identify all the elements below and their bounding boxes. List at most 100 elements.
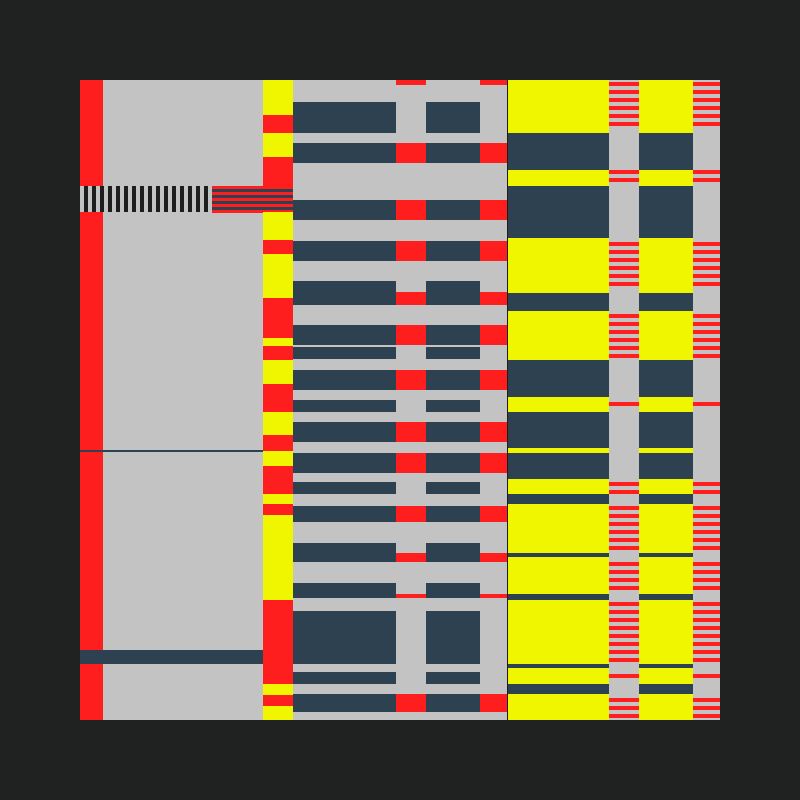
dark-bar	[426, 694, 480, 712]
red-stripe	[609, 114, 639, 118]
dark-bar	[293, 611, 396, 664]
red-patch	[396, 694, 426, 712]
red-stripe	[693, 698, 720, 702]
red-patch	[480, 292, 507, 305]
dark-bar	[426, 200, 480, 220]
red-patch	[396, 241, 426, 261]
red-stripe	[693, 274, 720, 278]
dark-bar	[426, 453, 480, 473]
red-stripe	[609, 698, 639, 702]
red-stripe	[609, 546, 639, 550]
dark-bar	[293, 506, 396, 522]
red-stripe	[609, 618, 639, 622]
dark-bar	[293, 200, 396, 220]
red-stripe	[693, 642, 720, 646]
red-stripe	[693, 570, 720, 574]
column-cell	[263, 515, 293, 600]
red-stripe	[693, 322, 720, 326]
red-stripe	[609, 266, 639, 270]
red-patch	[396, 370, 426, 390]
red-stripe	[609, 282, 639, 286]
dark-bar	[293, 347, 396, 359]
dark-bar	[426, 400, 480, 412]
dark-bar	[426, 143, 480, 163]
red-stripe	[693, 490, 720, 494]
column-cell	[263, 80, 293, 115]
stripe	[100, 186, 104, 212]
column-cell	[263, 157, 293, 186]
column-cell	[263, 360, 293, 384]
red-stripe	[693, 538, 720, 542]
red-patch	[396, 143, 426, 163]
red-stripe	[693, 506, 720, 510]
dark-bar	[293, 281, 396, 305]
stripe	[84, 186, 88, 212]
dark-bar	[426, 611, 480, 664]
dark-bar	[426, 506, 480, 522]
red-stripe	[609, 90, 639, 94]
stripe	[156, 186, 160, 212]
column-cell	[263, 133, 293, 157]
red-stripe	[693, 330, 720, 334]
red-stripe	[609, 626, 639, 630]
red-stripe	[609, 322, 639, 326]
stripe	[132, 186, 136, 212]
red-stripe	[609, 570, 639, 574]
column-cell	[263, 494, 293, 504]
red-stripe	[693, 714, 720, 718]
column-cell	[263, 212, 293, 240]
red-patch	[396, 325, 426, 345]
red-stripe	[693, 482, 720, 486]
red-stripe	[693, 514, 720, 518]
dark-bar	[293, 482, 396, 494]
red-stripe	[609, 250, 639, 254]
red-stripe	[609, 258, 639, 262]
dark-bar	[293, 694, 396, 712]
red-stripe	[693, 178, 720, 182]
red-stripe	[693, 522, 720, 526]
dark-bar	[426, 482, 480, 494]
red-stripe	[693, 90, 720, 94]
red-patch	[396, 453, 426, 473]
red-stripe	[693, 586, 720, 590]
red-patch	[396, 594, 426, 598]
dark-bar	[293, 400, 396, 412]
red-stripe	[609, 178, 639, 182]
column-cell	[263, 706, 293, 720]
red-patch	[396, 292, 426, 305]
red-patch	[480, 553, 507, 562]
red-stripe	[693, 338, 720, 342]
red-stripe	[693, 170, 720, 174]
red-stripe	[693, 530, 720, 534]
red-stripe	[609, 530, 639, 534]
red-stripe	[609, 522, 639, 526]
red-stripe	[693, 626, 720, 630]
red-stripe	[693, 602, 720, 606]
stripe	[140, 186, 144, 212]
stripe	[180, 186, 184, 212]
red-stripe	[693, 98, 720, 102]
stripe	[212, 210, 293, 213]
red-stripe	[609, 514, 639, 518]
red-stripe	[693, 634, 720, 638]
dark-bar	[426, 281, 480, 305]
stripe	[188, 186, 192, 212]
red-patch	[396, 200, 426, 220]
red-patch	[480, 370, 507, 390]
gray-column	[609, 80, 639, 720]
red-stripe	[609, 586, 639, 590]
stripe	[212, 198, 293, 201]
red-stripe	[609, 562, 639, 566]
red-stripe	[609, 650, 639, 654]
red-stripe	[609, 402, 639, 406]
column-cell	[263, 600, 293, 684]
divider	[507, 80, 508, 720]
red-stripe	[609, 714, 639, 718]
red-stripe	[693, 578, 720, 582]
stripe	[212, 204, 293, 207]
red-stripe	[693, 546, 720, 550]
gray-column	[693, 80, 720, 720]
column-cell	[263, 451, 293, 466]
column-cell	[263, 412, 293, 435]
red-stripe	[609, 98, 639, 102]
